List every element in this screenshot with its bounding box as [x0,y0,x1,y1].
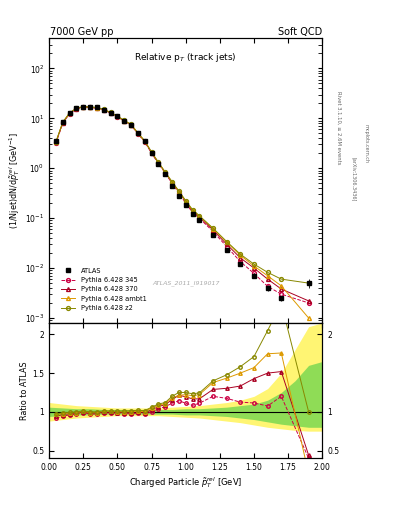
Y-axis label: Ratio to ATLAS: Ratio to ATLAS [20,361,29,420]
Text: 7000 GeV pp: 7000 GeV pp [50,27,114,37]
Text: Relative p$_{T}$ (track jets): Relative p$_{T}$ (track jets) [134,51,237,64]
X-axis label: Charged Particle $\tilde{p}_{T}^{rel}$ [GeV]: Charged Particle $\tilde{p}_{T}^{rel}$ [… [129,475,242,490]
Y-axis label: (1/Njet)dN/d$\tilde{p}_{T}^{rel}$ [GeV$^{-1}$]: (1/Njet)dN/d$\tilde{p}_{T}^{rel}$ [GeV$^… [7,132,22,229]
Text: Soft QCD: Soft QCD [278,27,322,37]
Text: [arXiv:1306.3436]: [arXiv:1306.3436] [351,157,356,201]
Text: ATLAS_2011_I919017: ATLAS_2011_I919017 [152,280,219,286]
Text: Rivet 3.1.10, ≥ 2.6M events: Rivet 3.1.10, ≥ 2.6M events [336,91,341,165]
Legend: ATLAS, Pythia 6.428 345, Pythia 6.428 370, Pythia 6.428 ambt1, Pythia 6.428 z2: ATLAS, Pythia 6.428 345, Pythia 6.428 37… [58,265,149,314]
Text: mcplots.cern.ch: mcplots.cern.ch [364,124,369,163]
